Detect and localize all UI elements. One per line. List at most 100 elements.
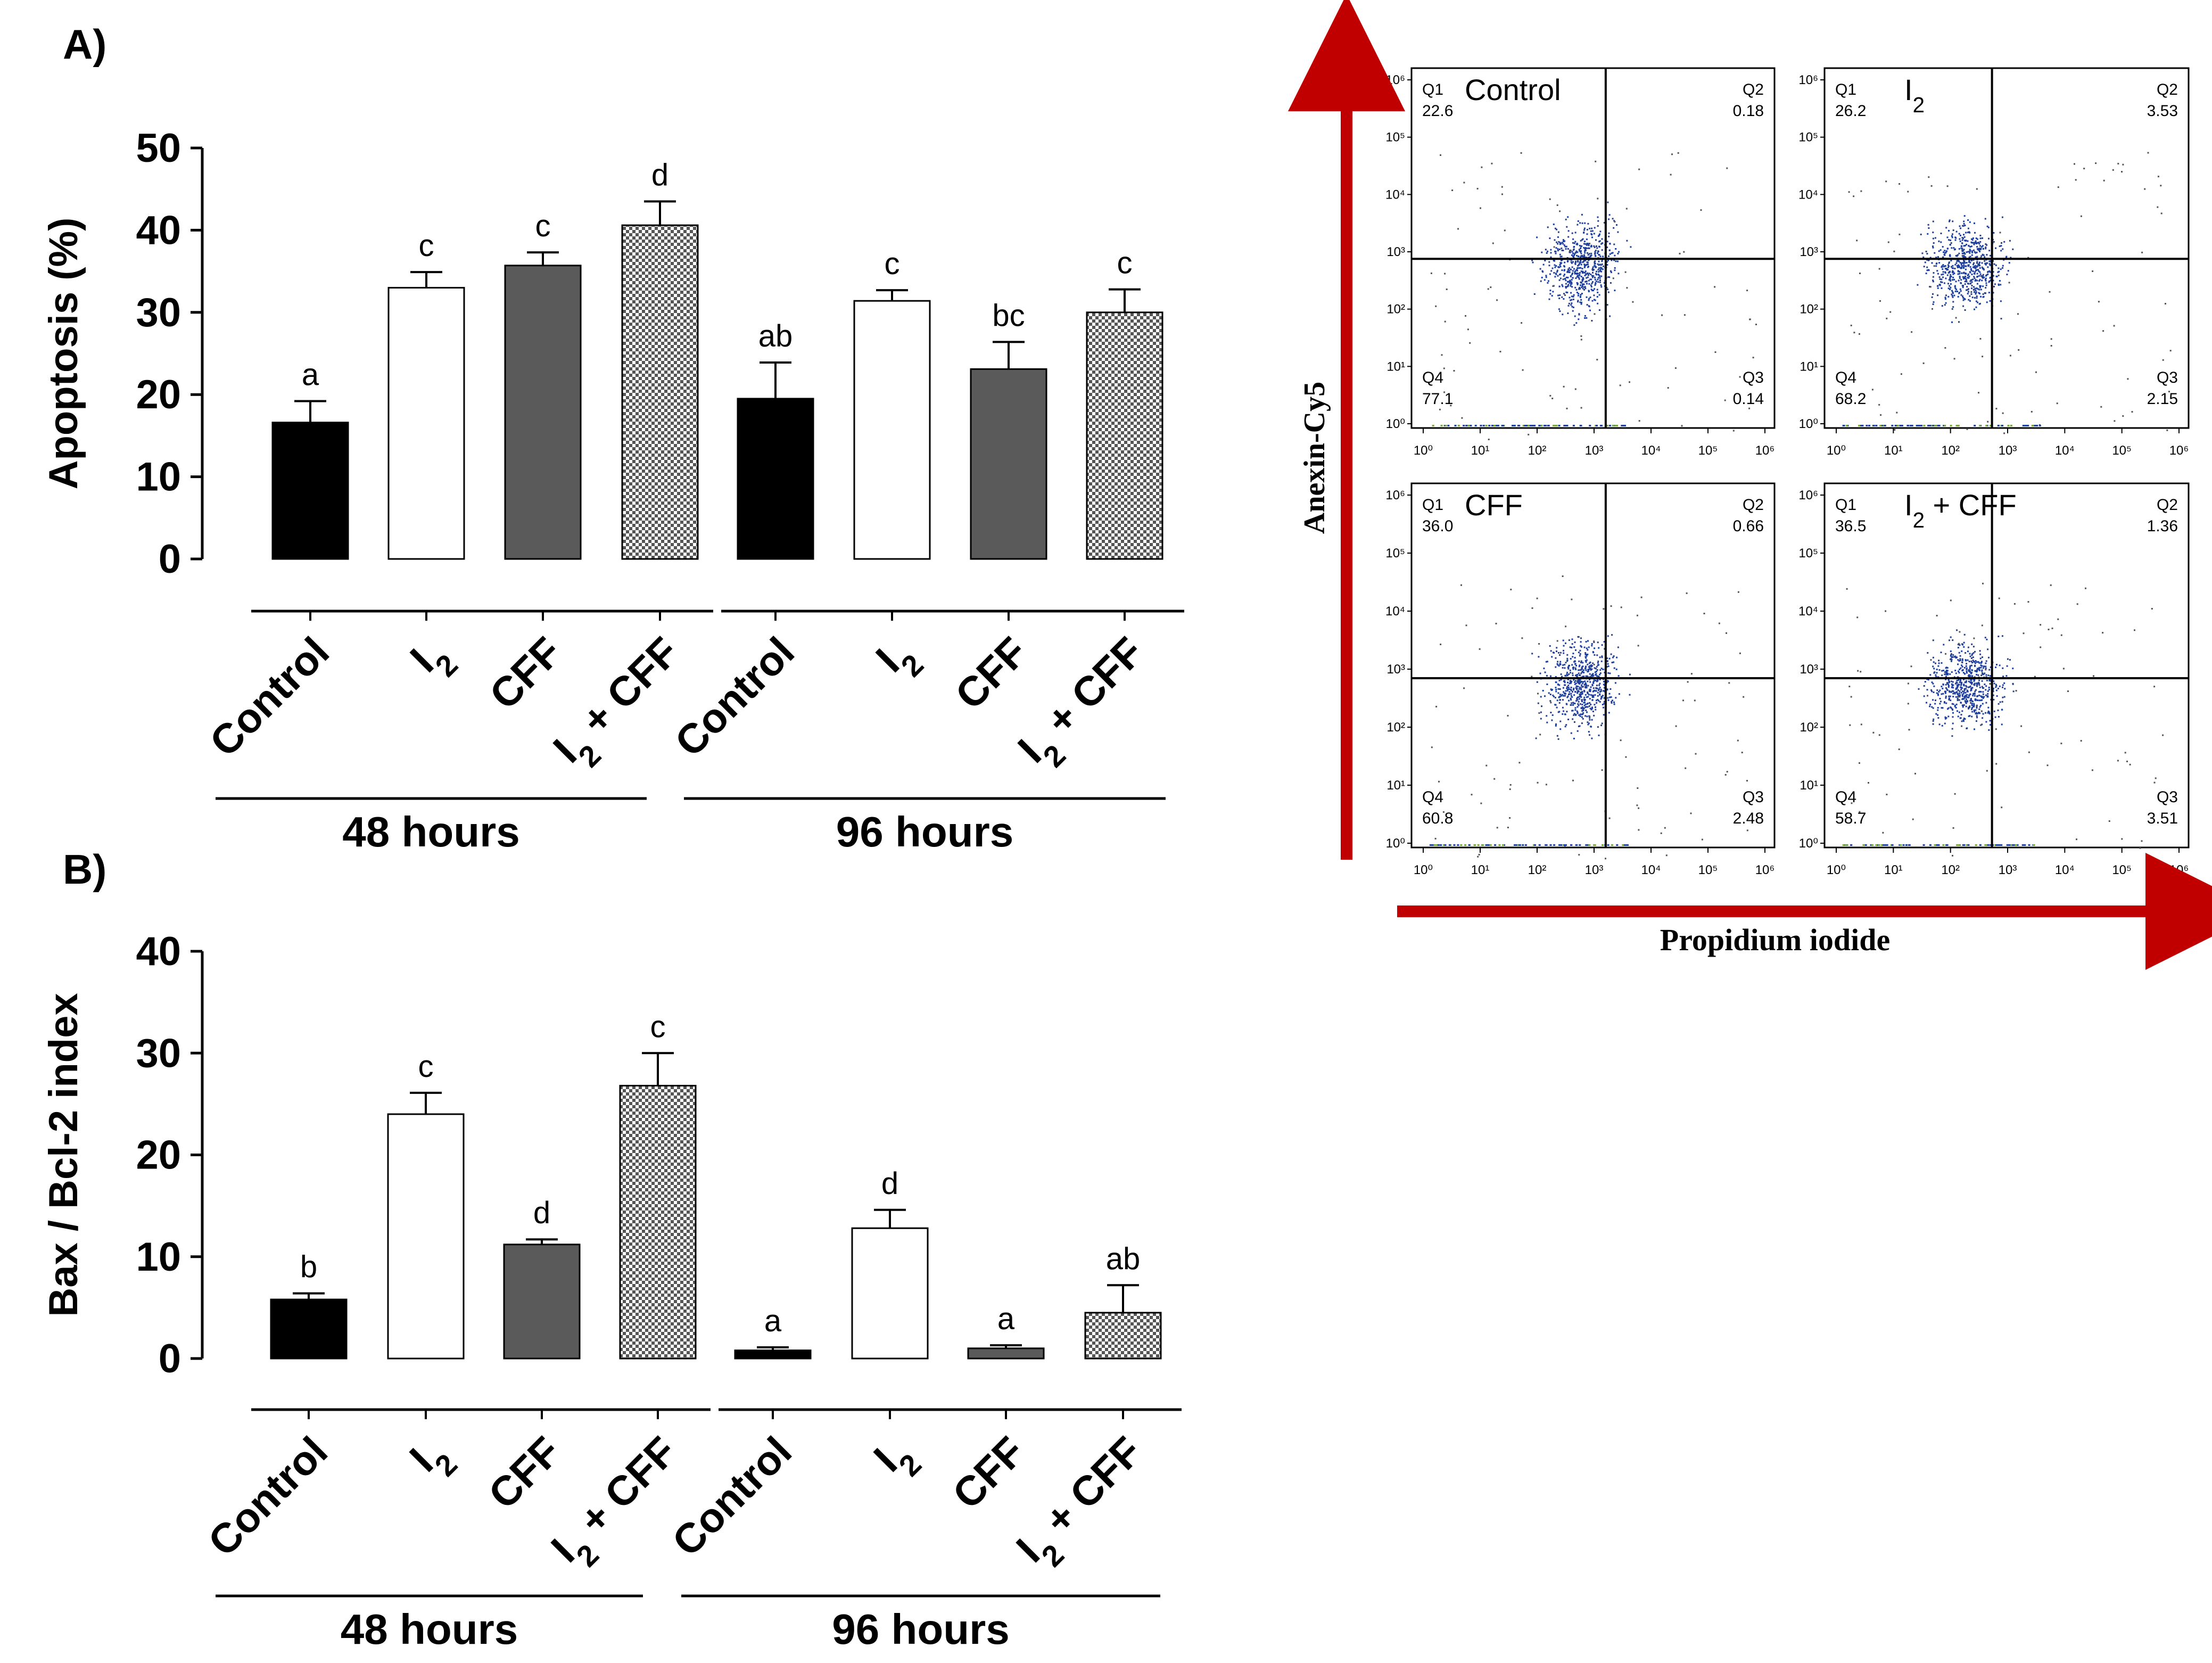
event-dot <box>1959 271 1961 273</box>
event-dot <box>1571 702 1573 704</box>
event-dot <box>1584 248 1586 250</box>
event-dot <box>1951 685 1953 687</box>
event-dot <box>1552 285 1554 287</box>
event-dot <box>1509 788 1511 791</box>
event-dot <box>1559 264 1561 266</box>
event-dot <box>1584 703 1587 705</box>
event-dot <box>1973 286 1975 288</box>
event-dot <box>2048 629 2050 630</box>
event-dot <box>1969 685 1971 687</box>
event-dot <box>1542 264 1545 266</box>
event-dot <box>1979 712 1980 714</box>
event-dot <box>1600 425 1603 426</box>
event-dot <box>2031 425 2034 426</box>
event-dot <box>1584 652 1587 654</box>
event-dot <box>1953 249 1955 251</box>
event-dot <box>1969 283 1971 285</box>
event-dot <box>2027 601 2029 603</box>
event-dot <box>1864 844 1867 846</box>
event-dot <box>1562 695 1564 697</box>
event-dot <box>1968 715 1970 717</box>
event-dot <box>1573 294 1575 296</box>
event-dot <box>1574 663 1577 665</box>
event-dot <box>1958 844 1960 846</box>
bar <box>967 1347 1045 1360</box>
event-dot <box>1576 276 1578 278</box>
event-dot <box>1578 276 1580 278</box>
event-dot <box>1997 709 1999 711</box>
quadrant-percent: 0.66 <box>1733 517 1764 535</box>
event-dot <box>1954 239 1957 241</box>
x-tick-label: Control <box>666 628 803 765</box>
event-dot <box>1898 748 1900 751</box>
event-dot <box>1976 262 1978 264</box>
event-dot <box>1578 665 1580 668</box>
event-dot <box>1588 299 1590 301</box>
event-dot <box>1586 711 1588 713</box>
event-dot <box>1967 686 1969 688</box>
event-dot <box>1882 832 1884 834</box>
event-dot <box>1943 644 1945 646</box>
event-dot <box>1965 695 1967 697</box>
event-dot <box>1579 674 1580 676</box>
event-dot <box>1573 713 1575 715</box>
event-dot <box>1909 425 1912 426</box>
event-dot <box>1982 293 1984 295</box>
event-dot <box>1583 229 1586 231</box>
event-dot <box>1951 686 1953 688</box>
bar <box>504 265 582 560</box>
event-dot <box>1518 844 1521 846</box>
event-dot <box>1538 656 1540 658</box>
event-dot <box>1602 268 1604 270</box>
y-tick-label: 0 <box>159 1336 181 1381</box>
event-dot <box>1949 278 1951 281</box>
event-dot <box>1501 193 1503 195</box>
event-dot <box>1969 693 1971 695</box>
event-dot <box>2005 675 2008 677</box>
flow-panel-title: CFF <box>1465 488 1523 522</box>
event-dot <box>2034 425 2036 426</box>
event-dot <box>1589 676 1591 678</box>
flow-x-tick-label: 10⁶ <box>1755 863 1775 877</box>
event-dot <box>1968 669 1970 671</box>
event-dot <box>1886 317 1888 319</box>
bar <box>271 422 349 560</box>
event-dot <box>1965 681 1967 684</box>
event-dot <box>1571 680 1573 682</box>
event-dot <box>1967 219 1969 221</box>
event-dot <box>1577 691 1579 693</box>
event-dot <box>1938 662 1940 664</box>
event-dot <box>1850 324 1852 326</box>
event-dot <box>1565 283 1567 285</box>
event-dot <box>1957 697 1959 699</box>
event-dot <box>1963 223 1965 225</box>
event-dot <box>1617 675 1620 677</box>
event-dot <box>1556 699 1558 702</box>
event-dot <box>1537 781 1539 784</box>
event-dot <box>1974 232 1976 234</box>
flow-y-tick-label: 10⁵ <box>1798 546 1818 561</box>
event-dot <box>1561 269 1563 271</box>
event-dot <box>1569 691 1571 693</box>
event-dot <box>1587 844 1589 846</box>
event-dot <box>1971 297 1974 299</box>
event-dot <box>1868 782 1869 784</box>
event-dot <box>1980 724 1982 726</box>
event-dot <box>1582 670 1584 672</box>
event-dot <box>1935 674 1937 676</box>
event-dot <box>1571 279 1573 281</box>
event-dot <box>1957 663 1959 665</box>
event-dot <box>1567 304 1570 307</box>
event-dot <box>1453 844 1456 846</box>
event-dot <box>1885 610 1887 612</box>
event-dot <box>1946 682 1948 685</box>
event-dot <box>1597 291 1599 293</box>
event-dot <box>1578 264 1580 266</box>
event-dot <box>1975 300 1977 302</box>
event-dot <box>1981 665 1983 667</box>
quadrant-percent: 36.0 <box>1422 517 1453 535</box>
event-dot <box>1597 263 1599 265</box>
event-dot <box>1950 283 1952 285</box>
event-dot <box>1947 287 1950 290</box>
event-dot <box>1565 844 1567 846</box>
